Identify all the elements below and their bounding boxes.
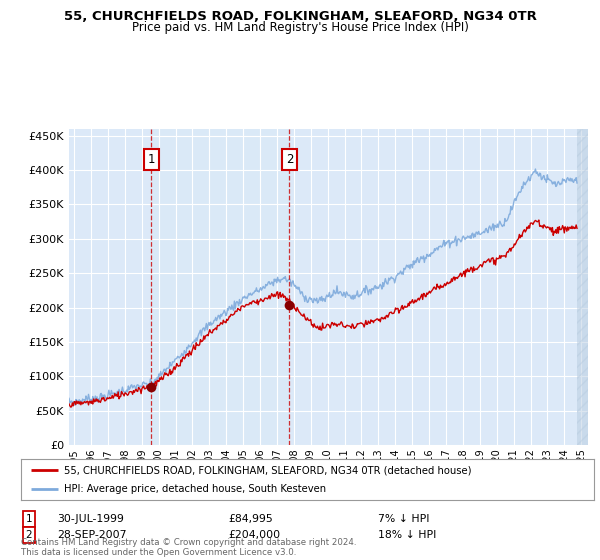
Text: Price paid vs. HM Land Registry's House Price Index (HPI): Price paid vs. HM Land Registry's House … <box>131 21 469 34</box>
Text: 28-SEP-2007: 28-SEP-2007 <box>57 530 127 540</box>
Text: £204,000: £204,000 <box>228 530 280 540</box>
Text: 2: 2 <box>25 530 32 540</box>
Text: 30-JUL-1999: 30-JUL-1999 <box>57 514 124 524</box>
Bar <box>577 129 588 445</box>
Text: 1: 1 <box>25 514 32 524</box>
Text: 18% ↓ HPI: 18% ↓ HPI <box>378 530 436 540</box>
Text: 2: 2 <box>286 153 293 166</box>
Text: Contains HM Land Registry data © Crown copyright and database right 2024.
This d: Contains HM Land Registry data © Crown c… <box>21 538 356 557</box>
Text: 1: 1 <box>148 153 155 166</box>
Text: 55, CHURCHFIELDS ROAD, FOLKINGHAM, SLEAFORD, NG34 0TR: 55, CHURCHFIELDS ROAD, FOLKINGHAM, SLEAF… <box>64 10 536 22</box>
Bar <box>151 129 289 445</box>
Text: HPI: Average price, detached house, South Kesteven: HPI: Average price, detached house, Sout… <box>64 484 326 494</box>
Text: 7% ↓ HPI: 7% ↓ HPI <box>378 514 430 524</box>
Text: £84,995: £84,995 <box>228 514 273 524</box>
Text: 55, CHURCHFIELDS ROAD, FOLKINGHAM, SLEAFORD, NG34 0TR (detached house): 55, CHURCHFIELDS ROAD, FOLKINGHAM, SLEAF… <box>64 465 472 475</box>
